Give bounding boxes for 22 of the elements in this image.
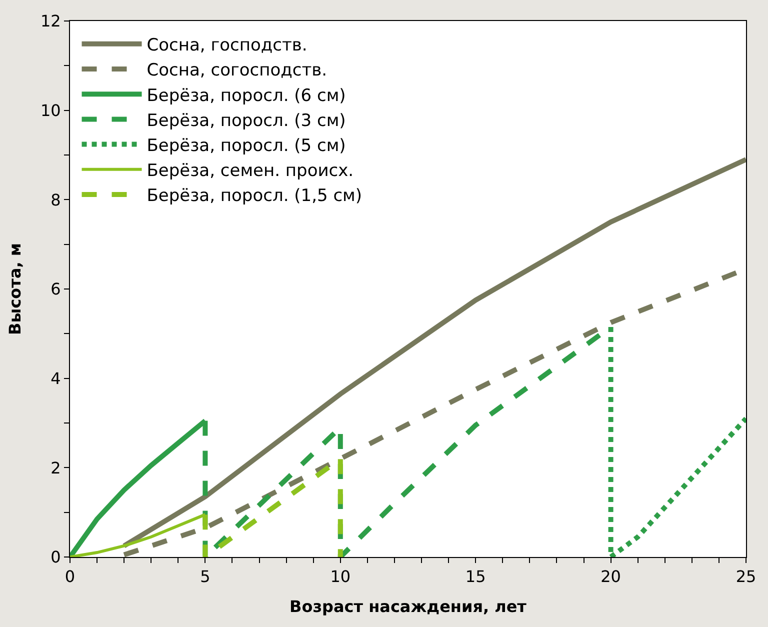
- x-tick-label: 25: [736, 567, 756, 586]
- x-tick-label: 10: [330, 567, 351, 586]
- legend-label: Берёза, поросл. (6 см): [146, 86, 346, 106]
- legend-label: Берёза, поросл. (1,5 см): [146, 186, 362, 206]
- x-axis-title: Возраст насаждения, лет: [290, 596, 528, 616]
- y-tick-label: 12: [40, 12, 61, 31]
- y-axis-title: Высота, м: [5, 243, 24, 335]
- y-tick-label: 10: [40, 100, 61, 120]
- y-tick-label: 6: [50, 280, 61, 299]
- legend-label: Берёза, семен. происх.: [146, 161, 354, 182]
- y-tick-label: 0: [50, 548, 61, 567]
- legend-label: Сосна, господств.: [146, 36, 308, 56]
- legend-label: Берёза, поросл. (3 см): [146, 110, 346, 131]
- y-tick-label: 4: [50, 368, 61, 388]
- x-tick-label: 5: [200, 567, 210, 586]
- x-tick-label: 0: [64, 567, 76, 586]
- y-tick-label: 8: [50, 190, 61, 210]
- x-tick-label: 20: [600, 567, 621, 586]
- legend-label: Берёза, поросл. (5 см): [146, 136, 346, 156]
- x-tick-label: 15: [465, 567, 486, 586]
- y-tick-label: 2: [50, 458, 61, 478]
- legend-label: Сосна, согосподств.: [146, 60, 328, 81]
